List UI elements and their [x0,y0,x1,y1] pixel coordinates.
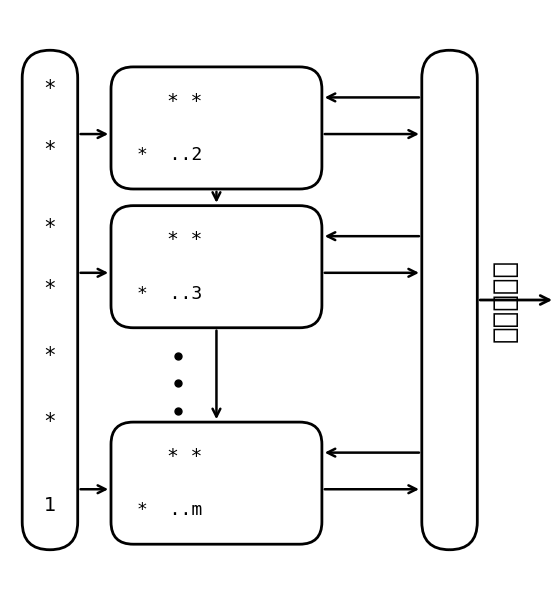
Text: *  ..m: * ..m [138,501,203,519]
FancyBboxPatch shape [111,422,322,544]
Text: *: * [44,279,56,299]
FancyBboxPatch shape [22,50,78,550]
Text: *: * [44,412,56,432]
Text: * *: * * [167,447,203,466]
Text: *  ..3: * ..3 [138,284,203,302]
FancyBboxPatch shape [111,67,322,189]
Text: *: * [44,140,56,160]
Text: * *: * * [167,92,203,110]
FancyBboxPatch shape [111,206,322,328]
Text: *: * [44,79,56,99]
Text: *: * [44,346,56,365]
Text: *  ..2: * ..2 [138,146,203,164]
Text: * *: * * [167,230,203,250]
Text: 1: 1 [44,496,56,515]
Text: *: * [44,218,56,238]
Text: 拟高尔基体: 拟高尔基体 [491,259,519,341]
FancyBboxPatch shape [422,50,477,550]
